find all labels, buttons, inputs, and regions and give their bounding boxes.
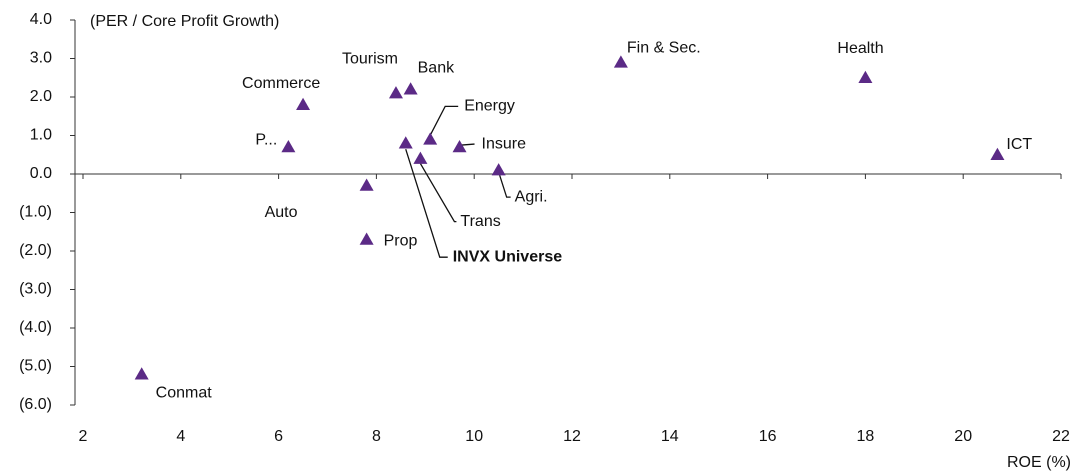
point-label: Conmat	[156, 384, 213, 401]
point	[281, 140, 296, 153]
point-label: Trans	[460, 213, 500, 230]
point	[388, 86, 403, 99]
x-tick-label: 20	[954, 428, 972, 445]
point-label: Insure	[482, 135, 527, 152]
y-tick-label: (2.0)	[19, 242, 52, 259]
point-label: Prop	[384, 233, 418, 250]
point-label: Tourism	[342, 50, 398, 67]
point	[613, 55, 628, 68]
point	[491, 163, 506, 176]
point	[858, 70, 873, 83]
x-tick-label: 12	[563, 428, 581, 445]
point-label: Auto	[265, 204, 298, 221]
point	[452, 140, 467, 153]
y-tick-label: (3.0)	[19, 281, 52, 298]
point-label: Energy	[464, 98, 515, 115]
y-tick-label: 0.0	[30, 165, 52, 182]
leader-line	[429, 105, 459, 136]
point	[990, 147, 1005, 160]
point-label: Fin & Sec.	[627, 40, 701, 57]
x-tick-label: 2	[79, 428, 88, 445]
y-tick-label: (1.0)	[19, 204, 52, 221]
x-tick-label: 8	[372, 428, 381, 445]
x-tick-label: 14	[661, 428, 679, 445]
leader-line	[461, 143, 475, 146]
y-tick-label: 2.0	[30, 88, 52, 105]
y-tick-label: (4.0)	[19, 319, 52, 336]
x-tick-label: 6	[274, 428, 283, 445]
point	[413, 151, 428, 164]
x-tick-label: 18	[857, 428, 875, 445]
point	[403, 82, 418, 95]
x-tick-label: 10	[465, 428, 483, 445]
point-label: Health	[837, 40, 883, 57]
y-tick-label: 1.0	[30, 127, 52, 144]
point-label: Agri.	[515, 188, 548, 205]
y-axis-label: (PER / Core Profit Growth)	[90, 13, 279, 30]
point-label: ICT	[1006, 136, 1032, 153]
point-label: Commerce	[242, 75, 320, 92]
y-tick-label: (5.0)	[19, 358, 52, 375]
point	[359, 232, 374, 245]
leader-line	[405, 149, 448, 258]
point	[359, 178, 374, 191]
y-tick-label: 3.0	[30, 50, 52, 67]
point-label: P...	[255, 131, 277, 148]
y-tick-label: (6.0)	[19, 396, 52, 413]
leader-line	[499, 174, 511, 198]
x-tick-label: 16	[759, 428, 777, 445]
point	[296, 97, 311, 110]
point	[398, 136, 413, 149]
point	[134, 367, 149, 380]
point	[423, 132, 438, 145]
x-tick-label: 22	[1052, 428, 1070, 445]
point-label: Bank	[418, 60, 455, 77]
point-label: INVX Universe	[453, 248, 562, 265]
x-axis-label: ROE (%)	[1007, 454, 1071, 471]
x-tick-label: 4	[176, 428, 185, 445]
y-tick-label: 4.0	[30, 11, 52, 28]
leader-line	[419, 163, 457, 223]
